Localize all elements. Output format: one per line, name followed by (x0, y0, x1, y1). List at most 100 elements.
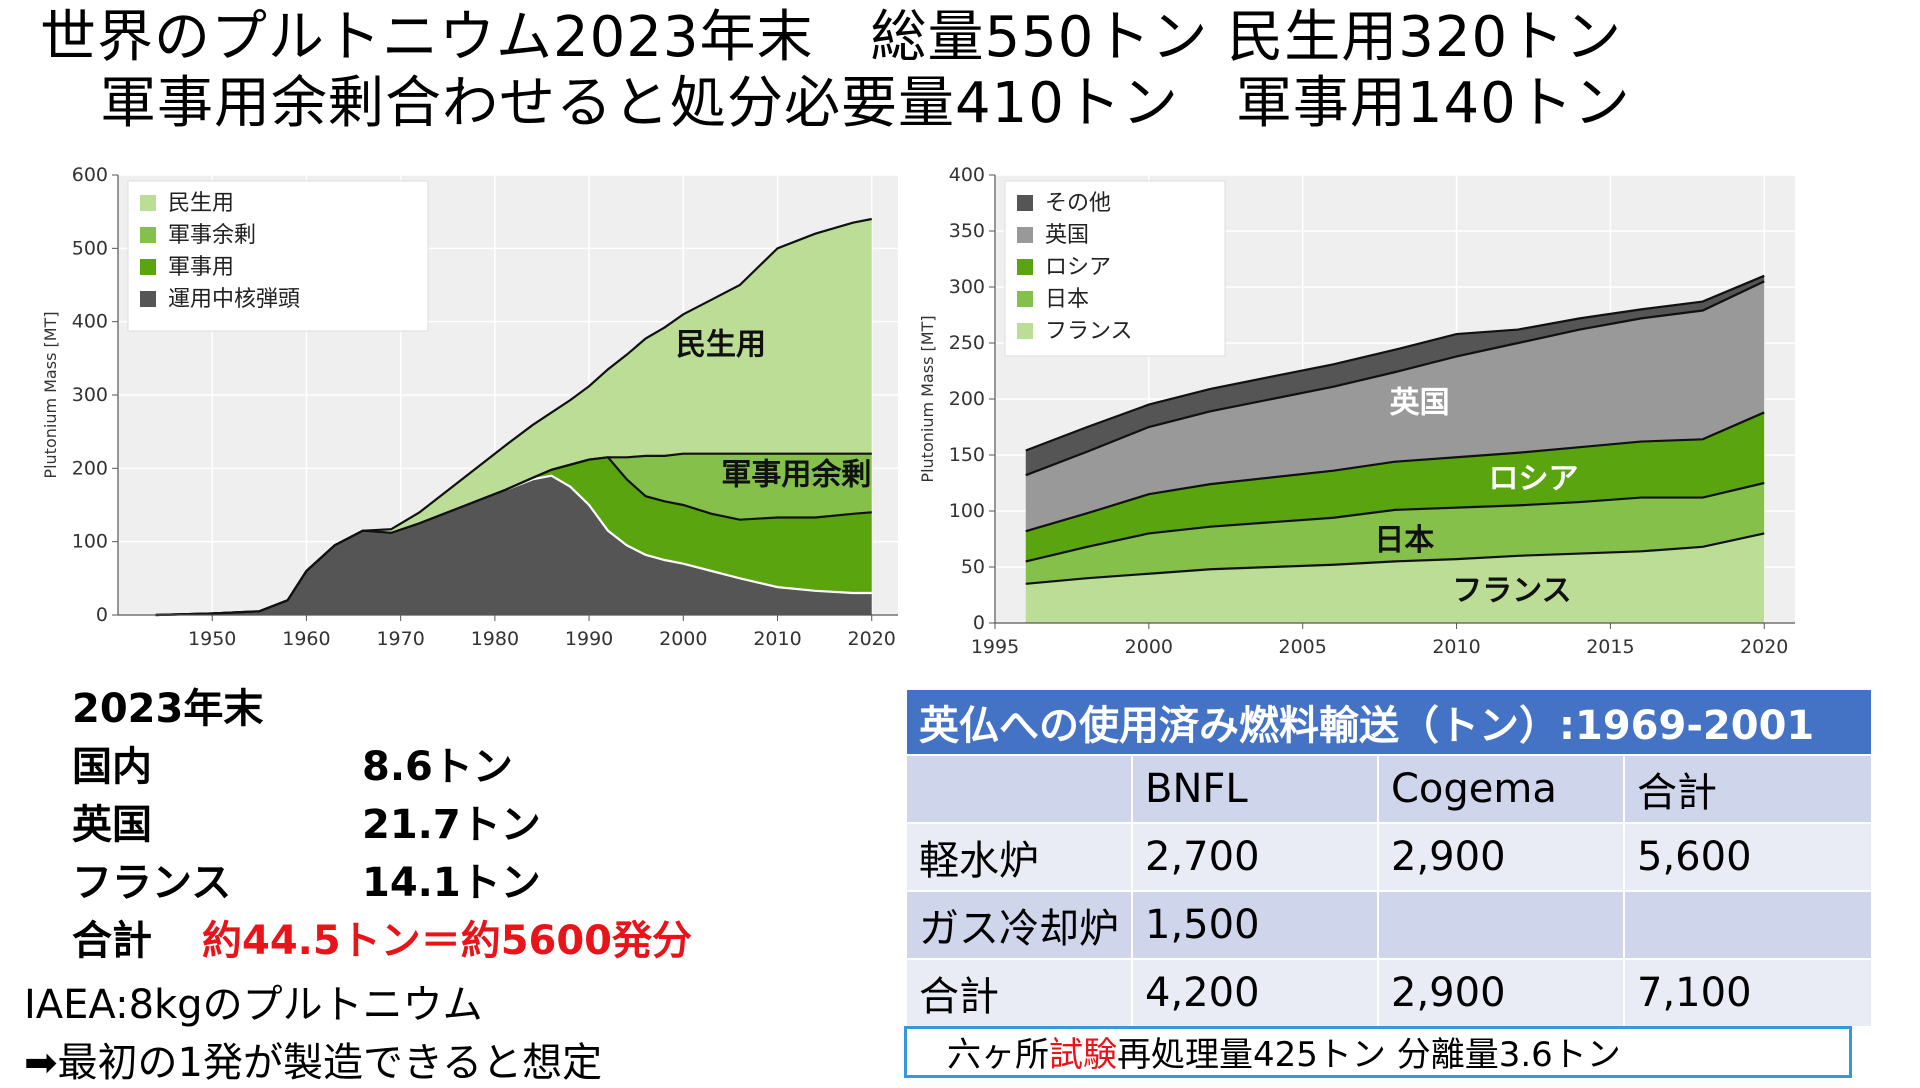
stats-label: 英国 (72, 802, 152, 848)
y-tick-label: 400 (949, 165, 985, 186)
legend-label: ロシア (1045, 255, 1111, 280)
x-tick-label: 1980 (471, 628, 519, 650)
table-cell: 2,900 (1377, 822, 1625, 892)
legend-label: フランス (1045, 319, 1133, 344)
y-tick-label: 500 (72, 237, 108, 259)
stats-heading-row: 2023年末 (72, 680, 263, 738)
series-boundary-line (1025, 411, 1765, 533)
stats-block: 2023年末 国内 8.6トン 英国 21.7トン フランス 14.1トン 合計… (72, 680, 692, 970)
table-caption-row: 英仏への使用済み燃料輸送（トン）:1969-2001 (905, 688, 1873, 756)
area-annotation: フランス (1452, 574, 1571, 609)
spent-fuel-table: 英仏への使用済み燃料輸送（トン）:1969-2001 BNFL Cogema 合… (905, 688, 1873, 1028)
series-boundary-line (1025, 532, 1765, 585)
area-series (155, 475, 872, 615)
area-series (1025, 483, 1765, 584)
legend-swatch (140, 195, 156, 211)
table-cell: 軽水炉 (905, 822, 1133, 892)
country-plutonium-chart: 0 50 100 150 200 250 300 350 400 1995 2000 2005 2010… (918, 165, 1795, 658)
table-cell: 7,100 (1623, 958, 1873, 1028)
table-cell: ガス冷却炉 (905, 890, 1133, 960)
legend-swatch (1017, 259, 1033, 275)
area-annotation: ロシア (1488, 462, 1578, 497)
world-plutonium-chart: 0 100 200 300 400 500 600 1950 1960 1970 1980 1990 2… (41, 165, 898, 650)
y-tick-label: 200 (949, 388, 985, 410)
x-tick-label: 2005 (1279, 636, 1327, 658)
y-tick-label: 0 (973, 612, 985, 634)
legend-box (127, 180, 429, 332)
table-header-cell: Cogema (1377, 754, 1625, 824)
area-series (1025, 275, 1765, 476)
x-tick-label: 1950 (188, 628, 236, 650)
stats-row-uk: 英国 21.7トン (72, 796, 541, 854)
legend-box (1004, 180, 1226, 357)
table-cell: 4,200 (1131, 958, 1379, 1028)
x-tick-label: 2000 (1125, 636, 1173, 658)
x-tick-label: 2020 (848, 628, 896, 650)
series-boundary-line (155, 217, 872, 617)
area-series (155, 219, 872, 615)
table-cell (1377, 890, 1625, 960)
table-caption: 英仏への使用済み燃料輸送（トン）:1969-2001 (905, 688, 1873, 756)
area-series (1025, 281, 1765, 532)
legend-swatch (1017, 323, 1033, 339)
series-boundary-line (1025, 481, 1765, 563)
area-annotation: 日本 (1374, 523, 1434, 558)
legend-label: 軍事余剰 (168, 223, 256, 248)
table-header-cell: 合計 (1623, 754, 1873, 824)
table-cell: 5,600 (1623, 822, 1873, 892)
y-tick-label: 300 (72, 384, 108, 406)
table-cell: 2,700 (1131, 822, 1379, 892)
y-tick-label: 200 (72, 457, 108, 479)
y-tick-label: 300 (949, 276, 985, 298)
stats-value: 14.1トン (362, 860, 541, 906)
y-tick-label: 0 (96, 604, 108, 626)
legend-label: 民生用 (168, 191, 234, 216)
stats-row-france: フランス 14.1トン (72, 854, 541, 912)
table-header-cell: BNFL (1131, 754, 1379, 824)
stats-value: 21.7トン (362, 802, 541, 848)
rokkasho-note: 六ヶ所試験再処理量425トン 分離量3.6トン (904, 1026, 1852, 1078)
y-tick-label: 250 (949, 332, 985, 354)
stats-label: 国内 (72, 744, 152, 790)
stats-heading: 2023年末 (72, 686, 264, 732)
legend-swatch (140, 227, 156, 243)
y-axis-label: Plutonium Mass [MT] (41, 311, 60, 478)
iaea-note: IAEA:8kgのプルトニウム (24, 982, 483, 1028)
y-axis-label: Plutonium Mass [MT] (918, 315, 937, 482)
table-header-row: BNFL Cogema 合計 (905, 754, 1873, 824)
y-tick-label: 150 (949, 444, 985, 466)
legend-label: 軍事用 (168, 255, 234, 280)
x-tick-label: 1995 (971, 636, 1019, 658)
area-series (1025, 533, 1765, 623)
y-tick-label: 50 (961, 556, 985, 578)
stats-total-value: 約44.5トン＝約5600発分 (202, 918, 693, 964)
table-cell (1623, 890, 1873, 960)
legend-swatch (140, 291, 156, 307)
rokkasho-suffix: 再処理量425トン 分離量3.6トン (1117, 1035, 1621, 1075)
legend-label: 日本 (1045, 287, 1089, 312)
x-tick-label: 2010 (1432, 636, 1480, 658)
legend-swatch (1017, 291, 1033, 307)
area-series (155, 453, 872, 615)
stats-row-total: 合計 約44.5トン＝約5600発分 (72, 912, 692, 970)
x-tick-label: 1970 (376, 628, 424, 650)
table-row: 合計 4,200 2,900 7,100 (905, 958, 1873, 1028)
area-annotation: 英国 (1390, 385, 1450, 420)
table-header-cell (905, 754, 1133, 824)
legend-swatch (1017, 195, 1033, 211)
y-tick-label: 400 (72, 311, 108, 333)
legend-swatch (1017, 227, 1033, 243)
title-line-1: 世界のプルトニウム2023年末 総量550トン 民生用320トン (40, 5, 1623, 70)
legend-label: 運用中核弾頭 (168, 287, 300, 312)
series-boundary-line (1025, 280, 1765, 477)
x-tick-label: 1960 (282, 628, 330, 650)
rokkasho-highlight: 試験 (1049, 1035, 1117, 1075)
y-tick-label: 100 (949, 500, 985, 522)
area-annotation: 民生用 (676, 328, 766, 363)
y-tick-label: 350 (949, 220, 985, 242)
x-tick-label: 2010 (753, 628, 801, 650)
x-tick-label: 1990 (565, 628, 613, 650)
area-series (1025, 412, 1765, 562)
series-boundary-line (1025, 274, 1765, 452)
x-tick-label: 2015 (1586, 636, 1634, 658)
